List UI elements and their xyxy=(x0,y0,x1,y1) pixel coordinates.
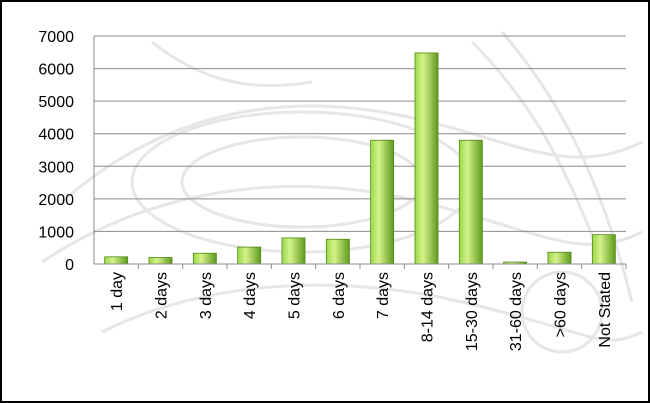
axes xyxy=(93,36,627,269)
x-category-label: 2 days xyxy=(154,272,171,319)
bar xyxy=(370,139,395,265)
bar xyxy=(104,256,129,265)
bar xyxy=(148,257,173,265)
bar xyxy=(192,252,217,265)
y-tick-label: 0 xyxy=(65,257,74,274)
bar xyxy=(414,52,439,265)
bar xyxy=(237,246,262,265)
y-tick-label: 4000 xyxy=(38,127,74,144)
y-tick-label: 1000 xyxy=(38,224,74,241)
background-tribal-pattern xyxy=(41,31,643,354)
x-category-label: 1 day xyxy=(109,272,126,311)
bar xyxy=(458,139,483,265)
x-category-label: 7 days xyxy=(375,272,392,319)
x-axis-labels: 1 day 2 days 3 days 4 days 5 days 6 days 7 day… xyxy=(109,272,614,351)
x-category-label: 31-60 days xyxy=(508,272,525,351)
y-axis-ticks: 0 1000 2000 3000 4000 5000 6000 7000 xyxy=(38,29,74,274)
y-tick-label: 7000 xyxy=(38,29,74,46)
bar xyxy=(547,251,572,265)
x-category-label: 4 days xyxy=(242,272,259,319)
x-category-label: >60 days xyxy=(553,272,570,337)
gridlines xyxy=(94,35,626,232)
x-category-label: 5 days xyxy=(287,272,304,319)
bar xyxy=(325,238,350,265)
y-tick-label: 5000 xyxy=(38,94,74,111)
bars xyxy=(104,52,616,265)
x-category-label: 6 days xyxy=(331,272,348,319)
y-tick-label: 6000 xyxy=(38,62,74,79)
x-category-label: 3 days xyxy=(198,272,215,319)
y-tick-label: 3000 xyxy=(38,159,74,176)
x-category-label: 15-30 days xyxy=(464,272,481,351)
bar xyxy=(281,237,306,265)
y-tick-label: 2000 xyxy=(38,192,74,209)
x-category-label: 8-14 days xyxy=(420,272,437,342)
x-category-label: Not Stated xyxy=(597,272,614,348)
bar xyxy=(591,234,616,265)
